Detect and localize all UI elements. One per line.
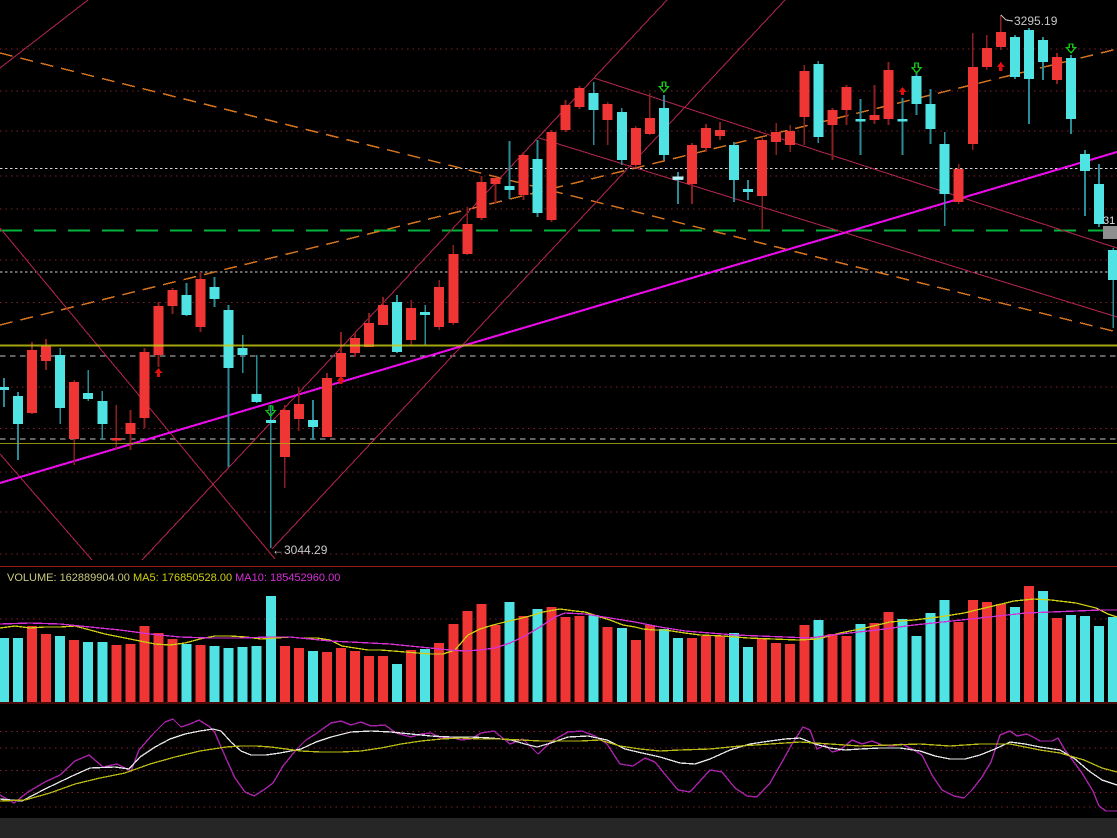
svg-text:VOLUME: 162889904.00 MA5: 1768: VOLUME: 162889904.00 MA5: 176850528.00 M…: [7, 572, 340, 584]
svg-text:3295.19: 3295.19: [1014, 14, 1058, 28]
svg-text:31: 31: [1103, 215, 1115, 227]
svg-text:←3044.29: ←3044.29: [272, 543, 328, 557]
